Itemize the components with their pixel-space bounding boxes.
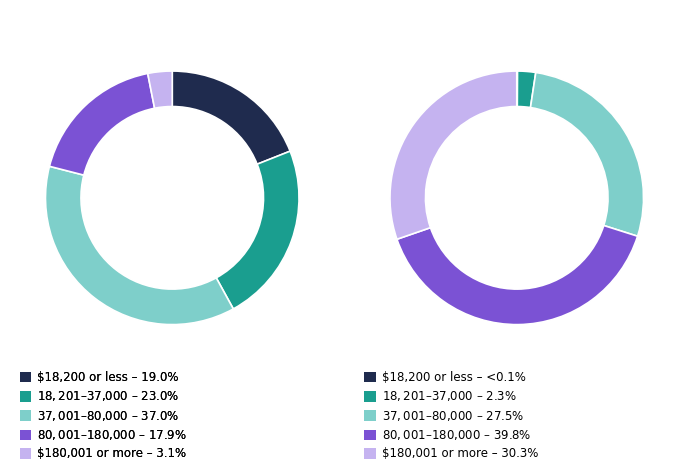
Wedge shape [216,151,299,309]
Wedge shape [172,71,290,164]
Wedge shape [397,226,637,325]
Wedge shape [50,73,154,175]
Wedge shape [531,73,644,236]
Wedge shape [390,71,517,239]
Legend: $18,200 or less – 19.0%, $18,201–$37,000 – 23.0%, $37,001–$80,000 – 37.0%, $80,0: $18,200 or less – 19.0%, $18,201–$37,000… [20,371,187,460]
Wedge shape [45,166,234,325]
Legend: $18,200 or less – <0.1%, $18,201–$37,000 – 2.3%, $37,001–$80,000 – 27.5%, $80,00: $18,200 or less – <0.1%, $18,201–$37,000… [364,371,538,460]
Wedge shape [517,71,536,107]
Wedge shape [147,71,172,108]
